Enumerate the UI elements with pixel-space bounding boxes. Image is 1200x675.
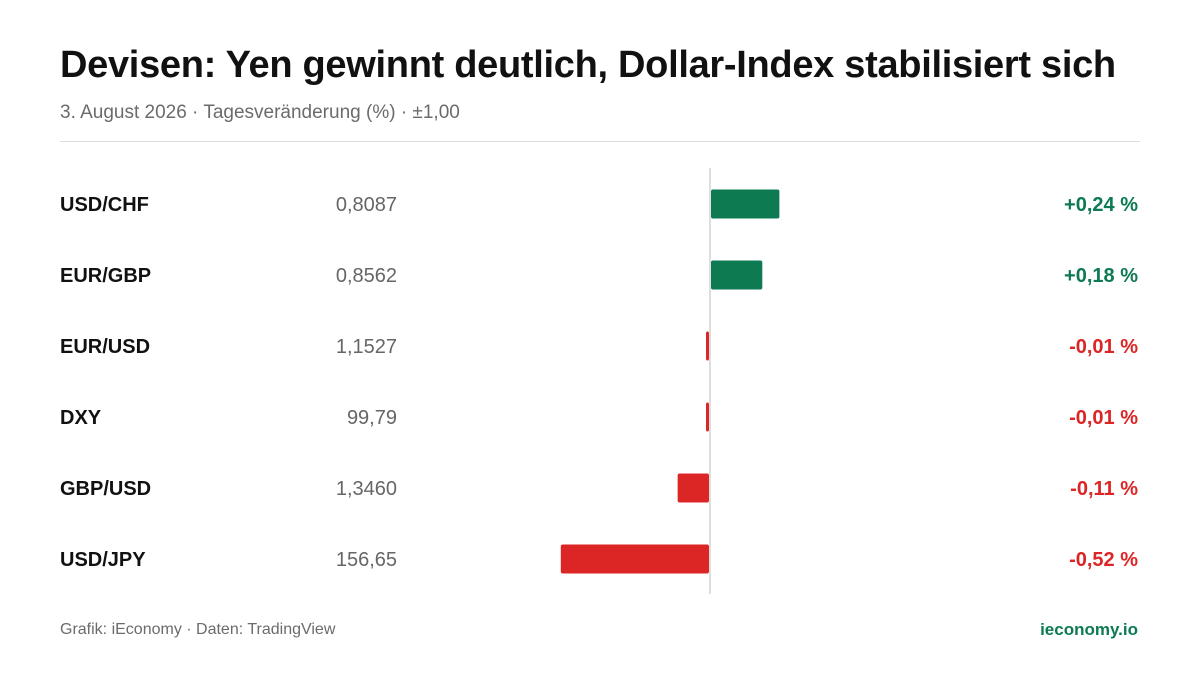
change-label: +0,24 % <box>1064 194 1138 216</box>
change-bar <box>560 544 709 574</box>
change-bar <box>677 473 709 503</box>
change-bar <box>706 402 709 432</box>
pair-label: GBP/USD <box>60 478 151 500</box>
pair-label: EUR/USD <box>60 336 150 358</box>
pair-label: USD/JPY <box>60 549 146 571</box>
change-label: -0,01 % <box>1069 407 1138 429</box>
change-label: -0,11 % <box>1070 478 1138 500</box>
change-bar <box>706 331 709 361</box>
header-divider <box>60 141 1140 142</box>
pair-label: EUR/GBP <box>60 265 151 287</box>
rate-value: 156,65 <box>336 549 397 571</box>
change-label: +0,18 % <box>1064 265 1138 287</box>
change-bar <box>711 260 763 290</box>
rate-value: 1,3460 <box>336 478 397 500</box>
pair-label: DXY <box>60 407 102 429</box>
chart-subtitle: 3. August 2026 · Tagesveränderung (%) · … <box>60 102 460 123</box>
change-label: -0,52 % <box>1069 549 1138 571</box>
chart-title: Devisen: Yen gewinnt deutlich, Dollar-In… <box>60 44 1116 86</box>
change-bar <box>711 189 780 219</box>
rate-value: 1,1527 <box>336 336 397 358</box>
brand-link[interactable]: ieconomy.io <box>1040 620 1138 639</box>
rate-value: 99,79 <box>347 407 397 429</box>
rate-value: 0,8562 <box>336 265 397 287</box>
rate-value: 0,8087 <box>336 194 397 216</box>
source-credit: Grafik: iEconomy · Daten: TradingView <box>60 621 336 638</box>
change-label: -0,01 % <box>1069 336 1138 358</box>
pair-label: USD/CHF <box>60 194 149 216</box>
